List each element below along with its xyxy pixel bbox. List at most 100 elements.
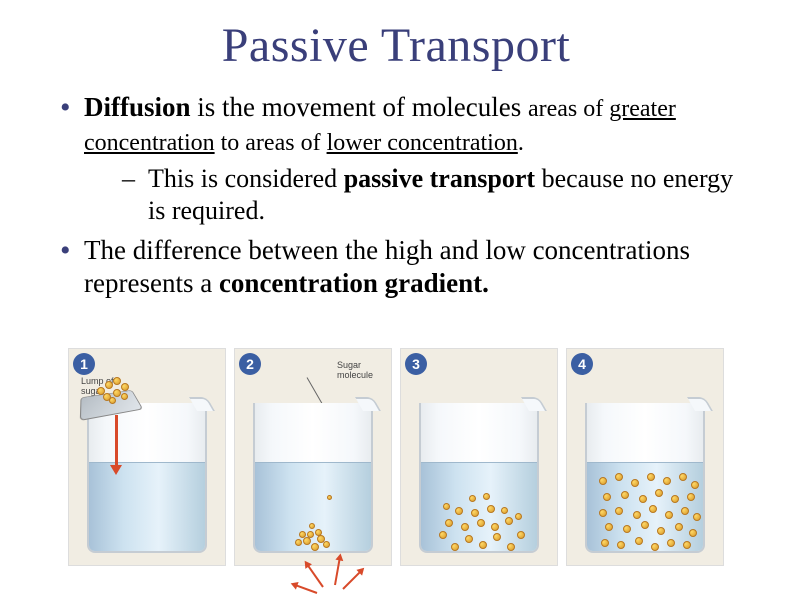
slide-title: Passive Transport <box>56 18 736 73</box>
sugar-particle <box>309 523 315 529</box>
sugar-particle <box>667 539 675 547</box>
sub-bullet-1: This is considered passive transport bec… <box>114 163 736 228</box>
sugar-particle <box>601 539 609 547</box>
sugar-particle <box>615 473 623 481</box>
panel-badge: 4 <box>571 353 593 375</box>
sugar-particle <box>469 495 476 502</box>
panel-badge: 2 <box>239 353 261 375</box>
b1-text-d: . <box>518 130 524 156</box>
sugar-particle <box>679 473 687 481</box>
sugar-particle <box>641 521 649 529</box>
spread-arrow-icon <box>334 559 340 585</box>
slide: Passive Transport Diffusion is the movem… <box>0 0 792 576</box>
sub-list-1: This is considered passive transport bec… <box>84 163 736 228</box>
sugar-particle <box>599 509 607 517</box>
sugar-particle <box>455 507 463 515</box>
water <box>255 462 371 551</box>
sugar-particle <box>307 531 314 538</box>
panel-4: 4 <box>566 348 724 566</box>
sugar-particle <box>647 473 655 481</box>
sugar-particle <box>327 495 332 500</box>
sugar-particle <box>691 481 699 489</box>
sugar-particle <box>491 523 499 531</box>
sugar-particle <box>113 389 121 397</box>
beaker-glass <box>419 403 539 553</box>
sugar-particle <box>121 383 129 391</box>
drop-arrow-icon <box>115 415 118 467</box>
sugar-particle <box>687 493 695 501</box>
sugar-particle <box>689 529 697 537</box>
sugar-particle <box>657 527 665 535</box>
beaker-glass <box>585 403 705 553</box>
sugar-particle <box>113 377 121 385</box>
b1-underline-2: lower concentration <box>327 130 518 156</box>
sugar-particle <box>501 507 508 514</box>
sugar-particle <box>681 507 689 515</box>
sugar-particle <box>655 489 663 497</box>
sugar-particle <box>445 519 453 527</box>
sugar-particle <box>671 495 679 503</box>
sugar-particle <box>683 541 691 549</box>
b1-text-b: areas of <box>528 96 609 122</box>
bullet-list: Diffusion is the movement of molecules a… <box>56 91 736 301</box>
sugar-particle <box>105 381 113 389</box>
sugar-particle <box>615 507 623 515</box>
sugar-particle <box>623 525 631 533</box>
beaker <box>419 403 539 553</box>
sub1-a: This is considered <box>148 164 344 193</box>
sugar-particle <box>599 477 607 485</box>
sugar-particle <box>295 539 302 546</box>
sugar-particle <box>315 529 322 536</box>
panel-1: 1Lump of sugar <box>68 348 226 566</box>
spread-arrow-icon <box>342 571 360 589</box>
beaker <box>87 403 207 553</box>
sugar-lump <box>81 375 139 415</box>
spread-arrow-icon <box>307 565 324 587</box>
lump-cluster <box>97 377 131 405</box>
water <box>89 462 205 551</box>
sugar-particle <box>471 509 479 517</box>
sugar-particle <box>603 493 611 501</box>
bullet-1: Diffusion is the movement of molecules a… <box>56 91 736 228</box>
b1-text-c: to areas of <box>215 130 327 156</box>
panel-3: 3 <box>400 348 558 566</box>
sugar-particle <box>477 519 485 527</box>
bullet-2: The difference between the high and low … <box>56 234 736 302</box>
body-text: Diffusion is the movement of molecules a… <box>56 91 736 301</box>
sugar-particle <box>517 531 525 539</box>
panel-label: Sugar molecule <box>337 361 373 381</box>
panel-2: 2 Sugar molecule <box>234 348 392 566</box>
sugar-particle <box>109 397 116 404</box>
sugar-particle <box>515 513 522 520</box>
sugar-particle <box>675 523 683 531</box>
sugar-particle <box>461 523 469 531</box>
sugar-particle <box>443 503 450 510</box>
term-diffusion: Diffusion <box>84 92 191 122</box>
sugar-particle <box>493 533 501 541</box>
term-passive-transport: passive transport <box>344 164 535 193</box>
sugar-particle <box>505 517 513 525</box>
sugar-particle <box>299 531 306 538</box>
beaker-glass <box>87 403 207 553</box>
sugar-particle <box>303 537 311 545</box>
sugar-particle <box>507 543 515 551</box>
beaker-glass <box>253 403 373 553</box>
sugar-particle <box>621 491 629 499</box>
sugar-particle <box>617 541 625 549</box>
beaker <box>253 403 373 553</box>
diffusion-panels: 1Lump of sugar 2 Sugar molecule 34 <box>68 348 724 566</box>
sugar-particle <box>663 477 671 485</box>
sugar-particle <box>605 523 613 531</box>
sugar-particle <box>633 511 641 519</box>
sugar-particle <box>483 493 490 500</box>
sugar-particle <box>635 537 643 545</box>
sugar-particle <box>451 543 459 551</box>
sugar-particle <box>693 513 701 521</box>
b1-text-a: is the movement of molecules <box>191 92 528 122</box>
sugar-particle <box>479 541 487 549</box>
term-concentration-gradient: concentration gradient. <box>219 268 489 298</box>
sugar-particle <box>323 541 330 548</box>
spread-arrow-icon <box>296 585 317 594</box>
beaker <box>585 403 705 553</box>
sugar-particle <box>439 531 447 539</box>
